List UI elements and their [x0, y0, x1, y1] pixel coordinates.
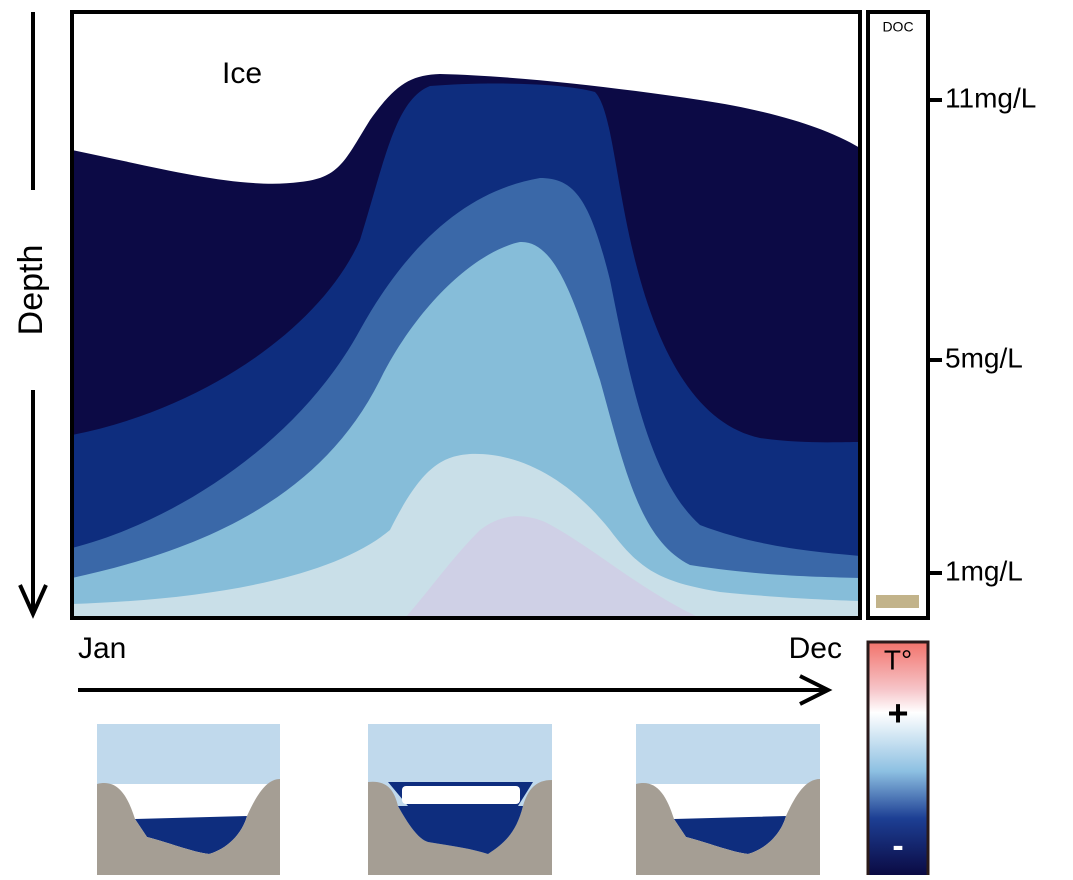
ice-label: Ice: [222, 57, 262, 90]
doc-ticks: 11mg/L 5mg/L 1mg/L: [928, 82, 1036, 586]
doc-tick-label: 1mg/L: [945, 555, 1023, 586]
dec-label: Dec: [789, 632, 842, 665]
depth-arrowhead: [18, 584, 48, 619]
temperature-title: T°: [884, 644, 912, 675]
temperature-minus: -: [892, 827, 903, 865]
lake-winter: [97, 724, 280, 875]
lake-summer: [368, 724, 552, 875]
layer-6: [405, 516, 700, 618]
jan-label: Jan: [78, 632, 126, 665]
doc-tick-label: 11mg/L: [945, 82, 1036, 113]
temperature-plus: +: [887, 693, 908, 734]
panel-frame: [70, 10, 862, 620]
doc-label: DOC: [882, 19, 913, 35]
layer-4: [72, 241, 860, 618]
doc-level: [876, 595, 919, 608]
layer-5: [72, 453, 860, 618]
depth-label: Depth: [12, 245, 50, 336]
doc-box: [866, 10, 930, 620]
lake-autumn: [636, 724, 820, 875]
doc-tick-label: 5mg/L: [945, 342, 1023, 373]
time-arrowhead: [799, 674, 833, 706]
stratification: [72, 12, 860, 618]
